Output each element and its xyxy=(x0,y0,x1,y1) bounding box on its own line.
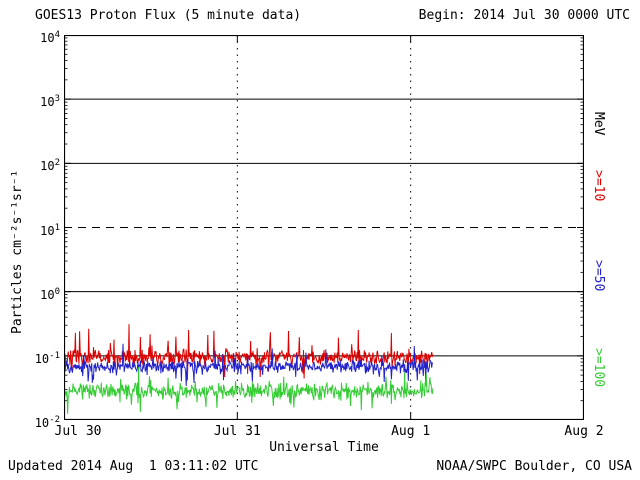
y-axis-title: Particles cm⁻²s⁻¹sr⁻¹ xyxy=(10,169,25,334)
y-tick-label: 102 xyxy=(40,158,60,174)
x-tick-label: Aug 1 xyxy=(391,424,431,439)
plot-border xyxy=(64,35,584,420)
x-tick-label: Aug 2 xyxy=(564,424,604,439)
page-title: GOES13 Proton Flux (5 minute data) xyxy=(35,8,302,23)
series-trace-100 xyxy=(64,367,434,414)
series-label-50: >=50 xyxy=(591,260,606,292)
x-tick-label: Jul 31 xyxy=(213,424,261,439)
begin-timestamp: Begin: 2014 Jul 30 0000 UTC xyxy=(418,8,630,23)
series-label-100: >=100 xyxy=(591,348,606,388)
y-tick-label: 101 xyxy=(40,222,60,238)
x-axis-title: Universal Time xyxy=(269,440,379,455)
source-credit: NOAA/SWPC Boulder, CO USA xyxy=(436,459,632,474)
y-tick-label: 10-2 xyxy=(34,415,60,430)
y-tick-label: 100 xyxy=(40,286,60,302)
proton-flux-plot xyxy=(64,35,584,420)
updated-timestamp: Updated 2014 Aug 1 03:11:02 UTC xyxy=(8,459,259,474)
y-tick-label: 103 xyxy=(40,94,60,110)
series-trace-50 xyxy=(64,343,433,387)
y-tick-label: 104 xyxy=(40,30,60,45)
y-tick-label: 10-1 xyxy=(34,350,60,366)
series-label-10: >=10 xyxy=(591,170,606,202)
x-tick-label: Jul 30 xyxy=(54,424,102,439)
series-trace-10 xyxy=(64,324,434,381)
unit-mev-label: MeV xyxy=(591,112,606,136)
